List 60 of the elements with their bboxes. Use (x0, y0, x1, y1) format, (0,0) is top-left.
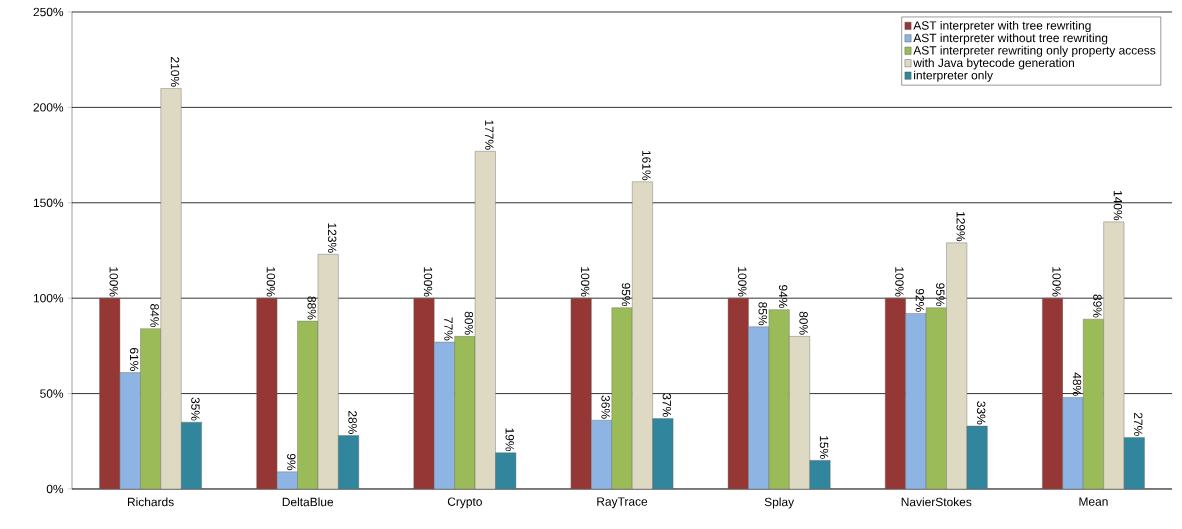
bar (570, 297, 592, 489)
data-label: 100% (266, 267, 276, 297)
data-label: 48% (1072, 372, 1082, 396)
data-label: 140% (1113, 191, 1123, 221)
data-label: 80% (799, 311, 808, 335)
data-label: 129% (956, 211, 965, 242)
data-label: 100% (423, 267, 433, 297)
data-label: 123% (327, 223, 337, 253)
y-tick-label: 50% (40, 389, 64, 398)
data-label: 61% (129, 348, 139, 371)
bar (256, 297, 278, 489)
data-label: 77% (444, 317, 453, 341)
legend-label: AST interpreter rewriting only property access (913, 45, 1156, 57)
data-label: 80% (464, 311, 474, 335)
x-tick-label: NavierStokes (901, 497, 972, 507)
legend-label: AST interpreter without tree rewriting (913, 33, 1108, 45)
data-label: 94% (778, 285, 788, 308)
data-label: 210% (170, 57, 180, 87)
data-label: 95% (621, 283, 631, 307)
data-label: 100% (1052, 267, 1061, 297)
bar (727, 297, 749, 489)
x-tick-label: DeltaBlue (282, 497, 334, 507)
data-label: 33% (976, 401, 986, 425)
y-tick-label: 250% (33, 7, 64, 17)
data-label: 28% (348, 411, 357, 434)
data-label: 9% (287, 453, 296, 471)
bar (413, 297, 435, 489)
x-tick-label: Richards (127, 497, 174, 507)
data-label: 92% (915, 288, 925, 312)
data-label: 36% (601, 395, 610, 419)
x-tick-label: Mean (1079, 497, 1108, 506)
y-tick-label: 200% (33, 103, 64, 112)
y-tick-label: 0% (46, 484, 64, 494)
data-label: 95% (936, 283, 945, 307)
data-label: 177% (485, 120, 494, 150)
y-tick-label: 100% (33, 293, 64, 303)
data-label: 37% (662, 393, 672, 417)
data-label: 89% (1093, 294, 1102, 318)
x-tick-label: Crypto (447, 497, 482, 509)
data-label: 88% (307, 296, 316, 320)
data-label: 100% (895, 267, 904, 297)
data-label: 19% (505, 428, 514, 452)
data-label: 161% (642, 150, 651, 181)
bar (1042, 297, 1063, 489)
data-label: 100% (580, 267, 590, 297)
data-label: 15% (819, 436, 829, 459)
x-tick-label: Splay (764, 497, 795, 509)
y-tick-label: 150% (33, 198, 64, 208)
data-label: 84% (150, 304, 159, 328)
legend-label: with Java bytecode generation (913, 58, 1074, 70)
bar (885, 297, 906, 489)
data-label: 85% (758, 302, 767, 326)
data-label: 100% (109, 267, 118, 297)
data-label: 35% (191, 397, 200, 421)
data-label: 100% (738, 267, 747, 297)
data-label: 27% (1134, 412, 1143, 436)
legend-label: AST interpreter with tree rewriting (913, 20, 1091, 33)
x-tick-label: RayTrace (597, 497, 648, 509)
legend-label: interpreter only (914, 70, 993, 82)
bar (99, 297, 121, 489)
